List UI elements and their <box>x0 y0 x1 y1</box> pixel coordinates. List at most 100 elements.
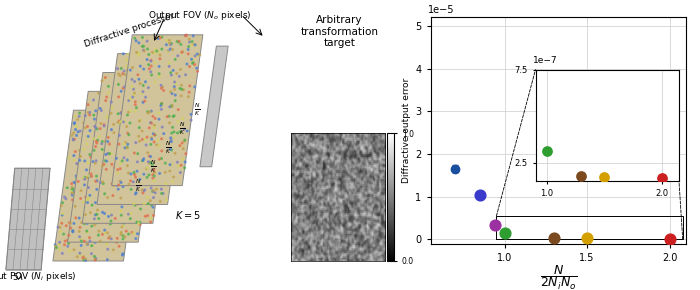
Text: Diffractive processor: Diffractive processor <box>83 12 176 49</box>
Point <box>111 240 122 244</box>
Point <box>81 142 92 146</box>
Point <box>90 221 101 225</box>
Point <box>119 235 130 239</box>
Point <box>122 131 133 135</box>
Point <box>148 126 160 130</box>
Point <box>128 104 139 108</box>
Point <box>102 139 113 144</box>
Point <box>118 218 129 222</box>
Point <box>116 172 127 177</box>
Point <box>90 213 101 217</box>
Point <box>119 84 130 89</box>
Point <box>120 127 131 131</box>
Point <box>128 180 139 185</box>
Point <box>157 125 168 129</box>
Point <box>154 96 165 101</box>
Point <box>97 132 108 137</box>
Point <box>115 134 126 139</box>
Point <box>166 55 177 59</box>
Point <box>143 132 154 137</box>
Point <box>120 203 132 208</box>
Point <box>109 148 120 153</box>
Point <box>125 68 136 72</box>
Point <box>75 129 86 133</box>
Point <box>149 71 160 76</box>
Point <box>167 164 178 169</box>
Point <box>138 188 149 193</box>
Point <box>109 208 120 213</box>
Point <box>164 169 176 173</box>
Text: $\frac{N}{K}$: $\frac{N}{K}$ <box>179 121 186 137</box>
Point <box>76 161 88 166</box>
Point <box>121 94 132 99</box>
Point <box>125 172 136 177</box>
Point <box>139 95 150 100</box>
Point <box>121 95 132 100</box>
Point <box>97 168 108 173</box>
Point <box>99 158 110 163</box>
Point <box>108 164 119 169</box>
Point <box>122 171 134 175</box>
Point <box>118 223 130 228</box>
Point <box>99 158 111 163</box>
Point <box>90 144 101 149</box>
Point <box>117 119 128 124</box>
Point <box>122 116 133 121</box>
Point <box>101 95 112 99</box>
Point <box>99 221 111 226</box>
Point <box>144 141 155 146</box>
Point <box>123 132 134 137</box>
Point <box>169 89 180 93</box>
Point <box>127 95 139 99</box>
Point <box>102 142 113 146</box>
Point <box>88 122 99 126</box>
Point <box>101 159 112 164</box>
Point <box>162 146 174 151</box>
Point <box>88 162 99 167</box>
Point <box>141 170 153 174</box>
Point <box>87 211 98 216</box>
Point <box>93 233 104 238</box>
Point <box>114 199 125 204</box>
Point <box>155 83 167 88</box>
Point <box>115 73 126 78</box>
Point <box>104 118 116 123</box>
Point <box>74 253 85 258</box>
Point <box>109 181 120 185</box>
Point <box>121 148 132 152</box>
Point <box>93 216 104 221</box>
Point <box>96 191 107 195</box>
Point <box>128 167 139 172</box>
Point <box>75 217 86 222</box>
Point <box>111 189 122 194</box>
Point <box>122 162 133 166</box>
Point <box>162 90 173 95</box>
Point <box>188 42 199 47</box>
Point <box>120 64 132 68</box>
Point <box>130 58 141 62</box>
Point <box>145 70 156 74</box>
Point <box>141 167 152 172</box>
Point <box>132 116 143 121</box>
Point <box>130 192 141 196</box>
Point <box>106 168 118 173</box>
Point <box>131 188 142 193</box>
Point <box>165 90 176 94</box>
Point <box>156 101 167 106</box>
Point <box>100 111 111 115</box>
Point <box>85 184 96 189</box>
Point <box>67 191 78 195</box>
Point <box>120 119 132 124</box>
Point <box>172 130 183 135</box>
Point <box>165 124 176 129</box>
Point <box>120 223 132 228</box>
Point <box>116 66 127 71</box>
Point <box>50 244 61 248</box>
Point <box>153 36 164 41</box>
Point <box>118 230 129 234</box>
Point <box>126 69 137 73</box>
Point <box>140 95 151 99</box>
Point <box>84 174 95 179</box>
Point <box>118 234 130 239</box>
Point <box>128 153 139 158</box>
